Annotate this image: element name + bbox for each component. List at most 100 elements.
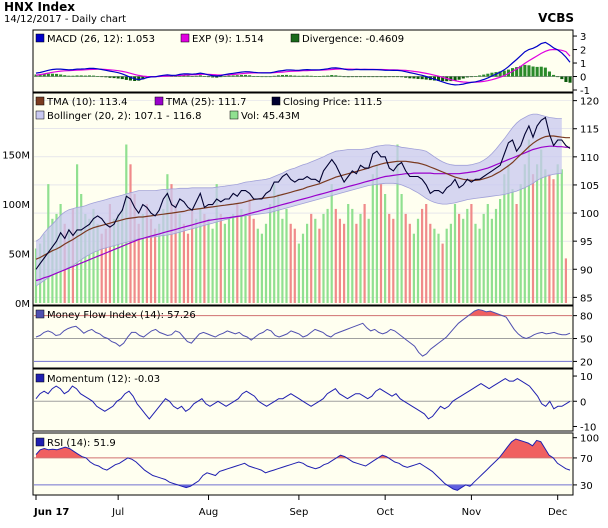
divergence-bar [67, 75, 71, 77]
divergence-bar [564, 76, 568, 82]
volume-bar [244, 213, 247, 303]
volume-tick-label: 50M [9, 249, 30, 260]
brand-label: VCBS [538, 11, 574, 25]
volume-bar [474, 223, 477, 303]
y-tick-label: 95 [580, 237, 593, 248]
y-tick-label: 30 [580, 481, 593, 492]
volume-bar [453, 204, 457, 303]
divergence-bar [412, 76, 416, 79]
divergence-bar [363, 76, 367, 78]
volume-bar [207, 218, 210, 303]
divergence-bar [268, 76, 272, 78]
volume-bar [137, 223, 140, 303]
volume-bar [359, 213, 362, 303]
divergence-bar [141, 76, 145, 80]
y-tick-label: -10 [580, 422, 596, 433]
tma10-legend: TMA (10): 113.4 [46, 97, 127, 108]
divergence-bar [202, 76, 206, 77]
volume-bar [117, 213, 120, 303]
volume-bar [470, 204, 473, 303]
divergence-bar [239, 74, 243, 77]
tma25-legend-swatch [154, 96, 164, 106]
volume-bar [170, 184, 173, 303]
divergence-bar [231, 75, 235, 77]
volume-bar [396, 144, 399, 303]
volume-bar [306, 223, 309, 303]
divergence-bar [527, 65, 531, 77]
y-tick-label: 100 [580, 209, 599, 220]
volume-bar [379, 184, 383, 303]
y-tick-label: 3 [580, 32, 586, 43]
divergence-bar [108, 76, 112, 78]
divergence-bar [342, 76, 346, 78]
divergence-bar [211, 76, 215, 78]
volume-bar [264, 223, 268, 303]
divergence-bar [264, 76, 268, 78]
divergence-bar [219, 76, 223, 78]
divergence-bar [215, 76, 219, 78]
divergence-bar [552, 74, 556, 77]
volume-bar [412, 233, 415, 303]
volume-bar [416, 218, 420, 303]
volume-bar [301, 233, 305, 303]
divergence-bar [441, 76, 445, 82]
divergence-bar [71, 75, 75, 77]
divergence-bar [256, 76, 260, 77]
divergence-bar [424, 76, 428, 80]
volume-bar [104, 228, 107, 303]
volume-bar [256, 228, 259, 303]
divergence-bar [482, 74, 486, 77]
volume-bar [162, 208, 165, 303]
volume-bar [215, 184, 218, 303]
divergence-bar [63, 75, 67, 77]
tma10-line [35, 135, 570, 260]
momentum-line [35, 378, 571, 420]
vol-legend: Vol: 45.43M [241, 111, 300, 122]
volume-bar [223, 223, 226, 303]
divergence-bar [124, 76, 128, 80]
volume-bar [519, 184, 522, 303]
x-tick-label: Nov [462, 507, 482, 518]
divergence-bar [305, 75, 309, 77]
divergence-bar [395, 76, 399, 78]
volume-bar [154, 228, 157, 303]
volume-bar [96, 223, 99, 303]
volume-bar [191, 208, 194, 303]
volume-bar [388, 213, 391, 303]
divergence-bar [285, 74, 289, 77]
divergence-bar [182, 75, 186, 77]
divergence-bar [498, 71, 502, 77]
momentum-legend-swatch [35, 373, 45, 383]
volume-bar [88, 218, 91, 303]
volume-bar [503, 174, 506, 303]
volume-bar [462, 218, 465, 303]
y-tick-label: 70 [580, 454, 593, 465]
volume-bar [433, 228, 436, 303]
divergence-bar [449, 76, 453, 82]
momentum-panel [32, 368, 574, 432]
volume-bar [523, 164, 526, 303]
volume-bar [100, 233, 103, 303]
x-tick-label: Jun 17 [33, 507, 69, 518]
divergence-bar [235, 75, 239, 77]
macd-line [35, 41, 571, 86]
divergence-bar [244, 74, 248, 77]
divergence-bar [276, 75, 280, 77]
divergence-bar [556, 76, 560, 78]
volume-bar [421, 208, 424, 303]
volume-bar [400, 194, 403, 303]
volume-bar [314, 218, 317, 303]
divergence-legend-swatch [290, 33, 300, 43]
divergence-bar [293, 75, 297, 77]
divergence-bar [116, 76, 120, 79]
tma10-legend-swatch [35, 96, 45, 106]
volume-bar [269, 204, 272, 303]
divergence-bar [280, 75, 284, 77]
x-tick-label: Sep [289, 507, 308, 518]
volume-bar [556, 164, 559, 303]
divergence-bar [326, 75, 330, 77]
volume-bar [330, 184, 333, 303]
macd-legend-swatch [35, 33, 45, 43]
volume-bar [182, 223, 185, 303]
